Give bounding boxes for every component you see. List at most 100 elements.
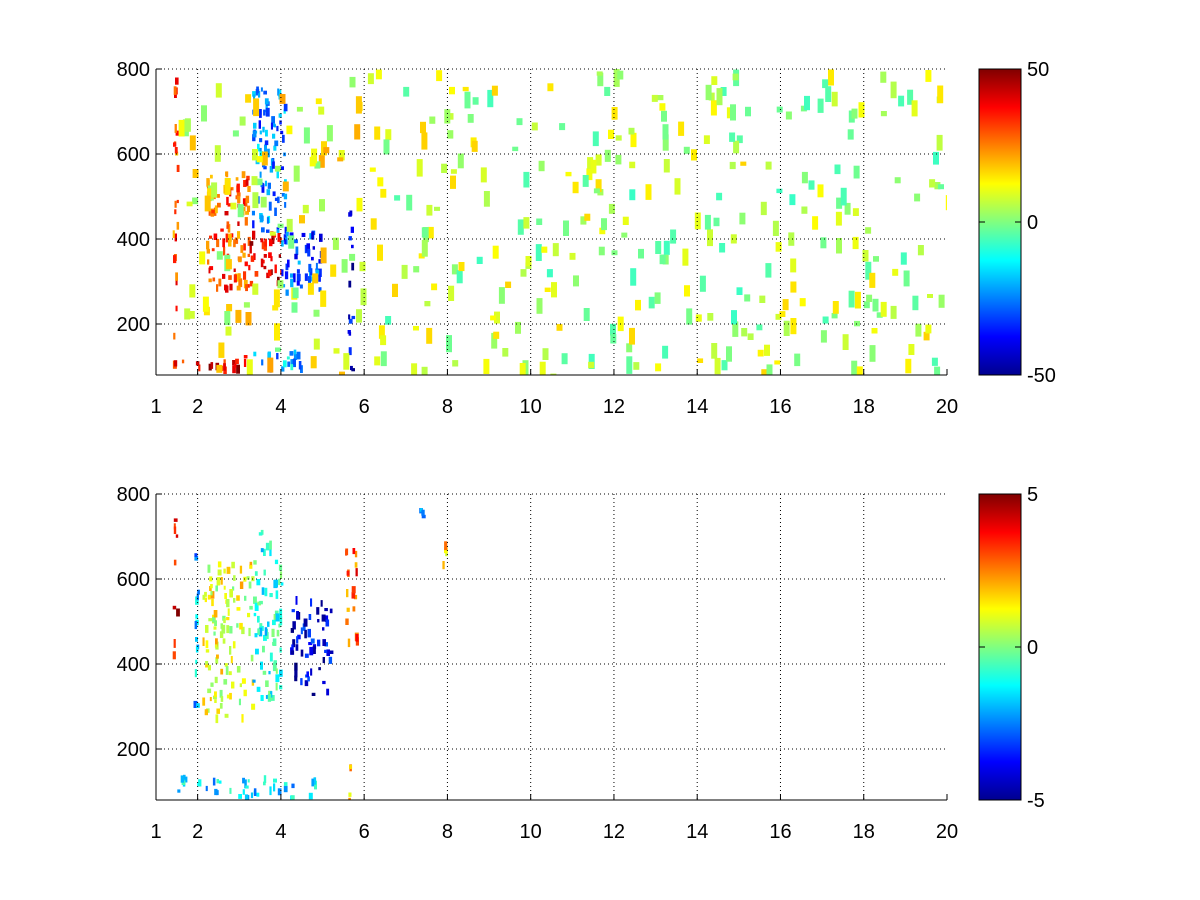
panel-2-cell bbox=[263, 634, 267, 641]
panel-2-cell bbox=[278, 564, 283, 571]
panel-1-cell bbox=[421, 366, 428, 375]
panel-1-cell bbox=[238, 278, 243, 288]
panel-2-cell bbox=[274, 579, 278, 588]
panel-1-cell bbox=[175, 130, 180, 136]
panel-1-cell bbox=[281, 269, 284, 277]
panel-1-cell bbox=[227, 233, 232, 242]
panel-2-cell bbox=[278, 623, 281, 628]
panel-1-cell bbox=[546, 269, 553, 278]
panel-1-cell bbox=[243, 279, 248, 289]
panel-1-cell bbox=[707, 313, 714, 321]
panel-1-cell bbox=[270, 158, 274, 166]
panel-1-cell bbox=[544, 287, 551, 292]
panel-1-cell bbox=[175, 272, 178, 281]
panel-1-cell bbox=[297, 260, 301, 265]
panel-1-cell bbox=[447, 113, 454, 120]
panel-1-cell bbox=[227, 203, 231, 207]
panel-1-cell bbox=[211, 182, 218, 198]
panel-2-cell bbox=[242, 789, 245, 795]
panel-1-cell bbox=[277, 280, 284, 289]
panel-2-cell bbox=[273, 614, 276, 622]
panel-1-cell bbox=[799, 298, 806, 307]
panel-1-y-tick-label: 200 bbox=[117, 314, 150, 336]
panel-1-cell bbox=[800, 105, 807, 112]
panel-2-cell bbox=[279, 616, 283, 626]
panel-1-cell bbox=[794, 353, 801, 367]
panel-1-cell bbox=[259, 147, 262, 153]
panel-1-cell bbox=[279, 120, 282, 125]
panel-2-cell bbox=[205, 785, 208, 792]
panel-1-cell bbox=[242, 252, 246, 258]
panel-2-cell bbox=[216, 654, 219, 659]
panel-1-cell bbox=[206, 240, 210, 250]
panel-2-cell bbox=[304, 653, 309, 658]
panel-2-cell bbox=[236, 623, 239, 628]
panel-2-cell bbox=[270, 691, 273, 698]
panel-1-colorbar-gradient bbox=[978, 68, 1022, 376]
panel-2-cell bbox=[271, 628, 275, 637]
panel-1-cell bbox=[541, 246, 548, 253]
panel-2-cell bbox=[223, 679, 228, 685]
panel-1-cell bbox=[243, 358, 247, 367]
panel-2-x-tick-label: 8 bbox=[442, 821, 453, 843]
panel-1-cell bbox=[601, 218, 607, 231]
panel-1-cell bbox=[421, 227, 428, 238]
panel-1-cell bbox=[247, 236, 251, 246]
panel-1-cell bbox=[808, 180, 815, 190]
panel-2-cell bbox=[207, 594, 211, 600]
panel-1-cell bbox=[262, 259, 265, 264]
panel-1-cell bbox=[925, 70, 932, 82]
panel-1-cell bbox=[269, 166, 274, 173]
panel-1-cell bbox=[299, 215, 305, 224]
panel-1-cell bbox=[760, 201, 767, 216]
panel-1-cell bbox=[260, 238, 264, 243]
panel-1-cell bbox=[733, 140, 740, 154]
panel-2-cell bbox=[250, 654, 254, 662]
panel-1-cell bbox=[233, 268, 236, 272]
panel-2-cell bbox=[320, 600, 323, 607]
panel-1-cell bbox=[226, 221, 230, 228]
panel-1-cell bbox=[186, 201, 193, 207]
panel-2-cell bbox=[269, 540, 272, 550]
panel-1-cell bbox=[302, 204, 309, 214]
panel-1-cell bbox=[230, 202, 237, 210]
panel-1-cell bbox=[446, 335, 452, 353]
panel-1-cell bbox=[249, 280, 254, 287]
panel-1-cell bbox=[253, 98, 260, 117]
panel-1-cell bbox=[931, 357, 938, 366]
panel-1-cell bbox=[817, 184, 824, 198]
panel-1-cell bbox=[274, 323, 280, 341]
panel-2-cell bbox=[232, 641, 236, 649]
panel-1-cell bbox=[516, 118, 523, 126]
panel-1-cell bbox=[385, 316, 392, 325]
panel-1-cell bbox=[684, 285, 690, 297]
panel-1-cell bbox=[583, 308, 590, 321]
panel-1-cell bbox=[621, 232, 628, 238]
panel-1-cell bbox=[772, 220, 779, 236]
panel-2-cell bbox=[244, 595, 247, 601]
panel-2-cell bbox=[202, 594, 206, 600]
panel-1-cell bbox=[267, 357, 274, 373]
panel-2-cell bbox=[257, 615, 260, 623]
panel-1-cell bbox=[444, 109, 451, 124]
panel-1-cell bbox=[934, 366, 941, 375]
panel-1-cell bbox=[377, 244, 383, 261]
panel-1-cell bbox=[306, 243, 310, 252]
panel-1-cell bbox=[820, 330, 827, 343]
panel-1-cell bbox=[271, 123, 276, 127]
panel-1-cell bbox=[801, 171, 808, 184]
panel-1-cell bbox=[225, 233, 229, 243]
panel-2-cell bbox=[232, 586, 235, 591]
panel-1-cell bbox=[917, 245, 924, 256]
panel-1-cell bbox=[456, 270, 463, 284]
panel-1-cell bbox=[277, 196, 280, 204]
panel-1-cell bbox=[595, 154, 602, 166]
panel-1-cell bbox=[248, 264, 251, 271]
panel-1-cell bbox=[288, 235, 295, 249]
panel-1-cell bbox=[311, 231, 314, 240]
panel-1-cell bbox=[604, 86, 611, 96]
panel-1-cell bbox=[697, 358, 704, 363]
panel-1-cell bbox=[890, 305, 897, 319]
panel-2-cell bbox=[256, 686, 261, 692]
panel-1-cell bbox=[720, 87, 727, 96]
